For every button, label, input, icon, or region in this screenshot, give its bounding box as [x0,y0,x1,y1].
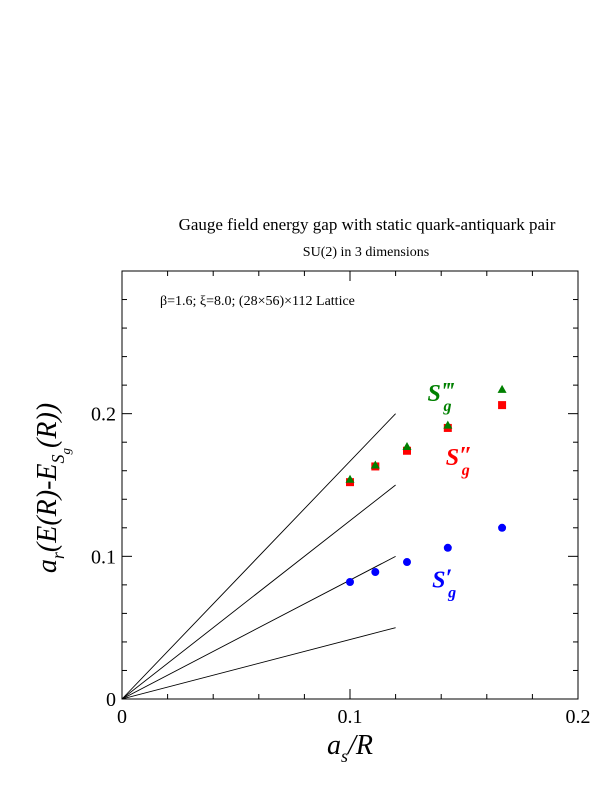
y-axis-label-end: (R)) [32,403,63,448]
series-label-prime: ‴ [441,379,455,405]
y-axis-label-mid: (E(R)-E [32,463,63,552]
series-label-1: S′ g [432,566,456,602]
series-1-point [403,558,411,567]
y-axis-label: ar(E(R)-ESg(R)) [32,403,73,573]
y-axis-label-pre-sub: r [48,551,68,559]
series-3-point [345,474,355,483]
series-label-sub: g [447,585,456,602]
series-label-main: S [446,445,459,471]
series-2-point [498,401,507,410]
reference-line-2 [121,484,396,700]
chart-title: Gauge field energy gap with static quark… [179,215,556,234]
series-1-point [371,568,380,577]
series-label-prime: ″ [459,443,472,469]
x-tick-label: 0.2 [566,706,591,728]
series-1-point [443,543,452,552]
series-label-main: S [428,381,441,407]
y-tick-label: 0 [106,689,116,711]
chart-subtitle: SU(2) in 3 dimensions [303,245,429,260]
series-label-main: S [432,568,445,594]
series-1-point [498,523,507,532]
y-tick-label: 0.2 [91,404,116,426]
x-tick-label: 0 [117,706,127,728]
x-axis-label-rest: /R [346,730,373,761]
series-3-point [402,441,412,450]
lattice-annotation: β=1.6; ξ=8.0; (28×56)×112 Lattice [160,294,355,309]
series-label-prime: ′ [445,566,452,592]
series-2-point [403,446,411,455]
y-tick-label: 0.1 [91,546,116,568]
reference-line-3 [121,555,396,700]
x-axis-label-sub: s [341,746,348,766]
series-3-point [443,420,453,429]
x-axis-label-main: a [327,730,341,761]
series-label-sub: g [443,398,452,415]
data-points [345,384,507,587]
reference-line-4 [121,413,396,700]
reference-lines [121,413,396,700]
y-axis-label-s-sub: S [48,454,68,463]
tick-labels: 0 0.1 0.2 0 0.1 0.2 [91,404,591,728]
x-axis-label: as/R [327,730,373,766]
y-axis-label-g-sub: g [58,447,73,454]
series-label-2: S″ g [446,443,473,479]
axis-ticks [121,270,579,700]
y-axis-label-pre: a [32,559,63,573]
reference-line-1 [121,627,396,700]
series-label-sub: g [461,462,470,479]
series-label-3: S‴ g [428,379,455,415]
series-1-point [346,578,354,587]
series-labels: S′ gS″ gS‴ g [428,379,473,602]
x-tick-label: 0.1 [338,706,363,728]
series-3-point [497,384,507,393]
series-3-point [370,460,380,469]
